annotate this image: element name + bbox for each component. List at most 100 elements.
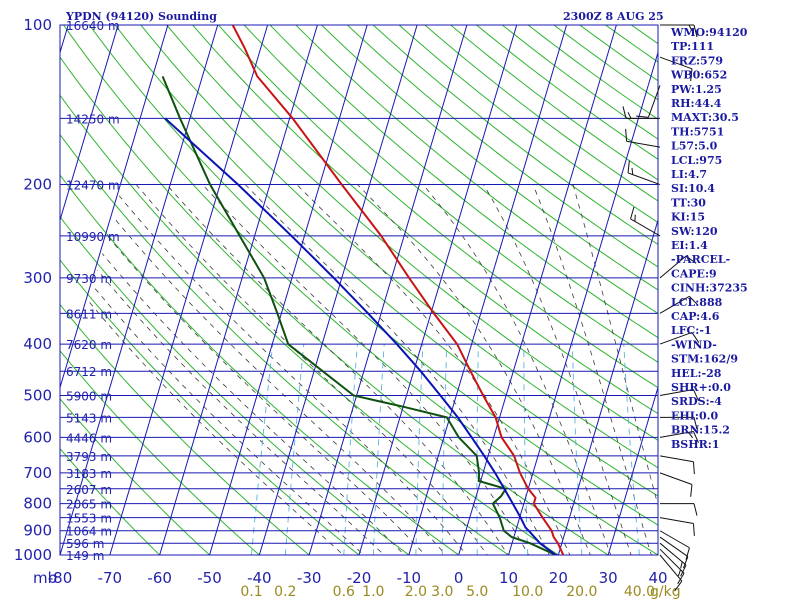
mixing-ratio-line xyxy=(571,344,583,555)
mixing-ratio-label: 10.0 xyxy=(512,584,543,600)
wind-barb-flag xyxy=(680,564,687,577)
index-value: BRN:15.2 xyxy=(671,424,730,437)
pressure-tick-label: 800 xyxy=(23,495,52,513)
wind-barb xyxy=(622,106,660,119)
wind-barb xyxy=(659,455,695,475)
wind-barb-staff xyxy=(659,530,690,549)
index-value: CAP:4.6 xyxy=(671,310,720,323)
pressure-unit-label: mb xyxy=(33,569,57,587)
height-label: 5143 m xyxy=(66,411,112,425)
isotherm-line xyxy=(607,385,658,555)
isotherm-line xyxy=(60,25,219,555)
height-label: 3183 m xyxy=(66,467,112,481)
moist-adiabat-line xyxy=(296,184,571,555)
profiles xyxy=(161,25,565,555)
isotherms xyxy=(60,13,800,566)
wind-barb xyxy=(659,542,687,577)
wind-barb xyxy=(659,548,685,585)
wind-barb-staff xyxy=(659,56,693,70)
pressure-tick-label: 1000 xyxy=(14,546,52,564)
wind-barb-flag xyxy=(685,547,690,560)
index-value: SHR+:0.0 xyxy=(671,381,731,394)
wind-barb xyxy=(659,255,697,279)
wind-barb-staff xyxy=(659,331,693,345)
temperature-tick-label: 20 xyxy=(549,569,568,587)
wind-barb-staff xyxy=(659,295,690,314)
isotherm-line xyxy=(258,25,418,555)
dry-adiabat-line xyxy=(114,25,658,497)
height-label: 3793 m xyxy=(66,450,112,464)
observation-time: 2300Z 8 AUG 25 xyxy=(563,10,664,23)
wind-barb-flag xyxy=(692,461,695,475)
wind-barb-flag xyxy=(677,569,681,577)
wind-barb-flag xyxy=(693,417,698,430)
wind-barb xyxy=(659,295,699,314)
isotherm-line xyxy=(60,25,119,222)
dry-adiabat-line xyxy=(166,25,658,441)
wind-barb xyxy=(659,56,693,82)
temperature-tick-label: -30 xyxy=(297,569,322,587)
wind-barb-flag xyxy=(631,167,634,175)
pressure-tick-label: 300 xyxy=(23,269,52,287)
index-value: BSHR:1 xyxy=(671,438,720,451)
mixing-ratio-line xyxy=(476,344,479,555)
mixing-ratio-label: 5.0 xyxy=(466,584,488,600)
wind-barb-flag xyxy=(680,561,683,569)
height-label: 1553 m xyxy=(66,512,112,526)
temperature-profile xyxy=(231,25,565,555)
height-label: 2607 m xyxy=(66,483,112,497)
height-label: 4446 m xyxy=(66,431,112,445)
wind-barb xyxy=(660,416,698,430)
dry-adiabat-line xyxy=(217,25,658,389)
mixing-ratio-labels: 0.1 0.2 0.6 1.0 2.0 3.0 5.0 10.0 20.0 40.0g/kg xyxy=(240,584,680,600)
isotherm-line xyxy=(308,25,468,555)
height-label: 9730 m xyxy=(66,272,112,286)
moist-adiabat-line xyxy=(107,235,426,555)
pressure-tick-label: 700 xyxy=(23,464,52,482)
isotherm-line xyxy=(358,25,518,555)
mixing-ratio-line xyxy=(523,344,529,555)
moist-adiabat-line xyxy=(135,184,488,555)
dry-adiabat-line xyxy=(60,447,161,555)
height-label: 10990 m xyxy=(66,230,120,244)
wind-barb xyxy=(659,536,689,569)
wind-barb-flag xyxy=(625,128,628,142)
mixing-ratio-label: 1.0 xyxy=(362,584,384,600)
index-value: -WIND- xyxy=(671,338,717,351)
wind-barb-flag xyxy=(693,389,699,402)
wind-barb xyxy=(659,554,683,592)
dry-adiabat-line xyxy=(269,25,658,339)
temperature-tick-label: 30 xyxy=(599,569,618,587)
temperature-tick-label: -80 xyxy=(48,569,73,587)
moist-adiabat-line xyxy=(118,195,468,555)
dry-adiabat-line xyxy=(501,25,658,140)
pressure-tick-label: 400 xyxy=(23,335,52,353)
index-value: HEL:-28 xyxy=(671,367,722,380)
index-value: TH:5751 xyxy=(671,125,724,138)
moist-adiabat-line xyxy=(483,184,632,555)
temperature-tick-label: -40 xyxy=(247,569,272,587)
temperature-tick-label: -50 xyxy=(197,569,222,587)
wind-barb xyxy=(660,24,698,38)
wind-barb-flag xyxy=(693,431,699,444)
index-value: STM:162/9 xyxy=(671,353,738,366)
isotherm-line xyxy=(754,13,800,566)
moist-adiabat-line xyxy=(101,253,406,555)
dry-adiabat-line xyxy=(475,25,658,160)
wind-barb xyxy=(660,503,698,516)
mixing-ratio-label: 40.0 xyxy=(624,584,655,600)
mixing-ratio-line xyxy=(441,344,448,555)
moist-adiabat-line xyxy=(202,184,530,555)
wind-barb-staff xyxy=(659,554,683,582)
temperature-labels: -80 -70 -60 -50 -40 -30 -20 -10 0 10 20 30 40 xyxy=(48,569,668,587)
pressure-tick-label: 900 xyxy=(23,522,52,540)
wind-barb xyxy=(659,431,699,444)
dry-adiabat-line xyxy=(60,398,211,555)
height-label: 149 m xyxy=(66,549,104,563)
wind-barb-flag xyxy=(691,332,700,343)
index-value: MAXT:30.5 xyxy=(671,111,739,124)
plot-frame xyxy=(59,24,659,556)
isotherm-line xyxy=(109,25,269,555)
wind-barb-staff xyxy=(659,542,687,566)
